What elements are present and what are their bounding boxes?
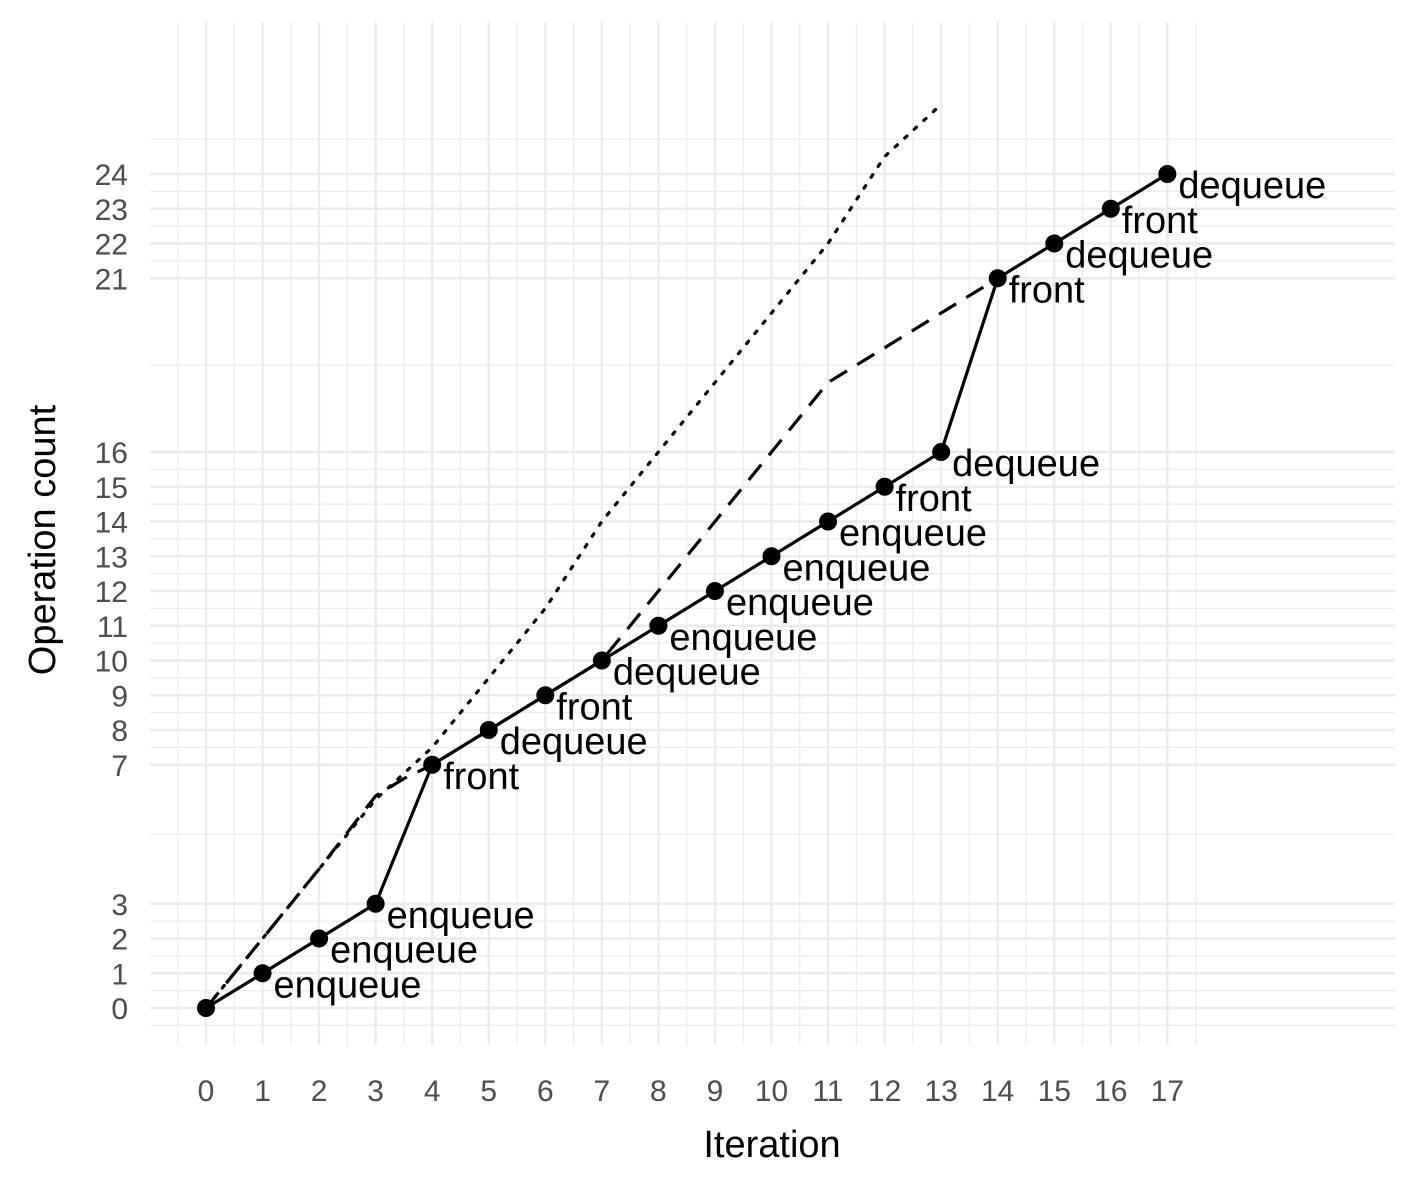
x-tick-label: 5 (480, 1075, 497, 1108)
point-label: enqueue (839, 513, 987, 555)
data-points (197, 165, 1177, 1017)
point-label: dequeue (500, 721, 648, 763)
point-label: front (1122, 200, 1198, 242)
x-axis-title: Iteration (703, 1124, 840, 1166)
x-tick-label: 6 (537, 1075, 554, 1108)
data-point (366, 894, 385, 913)
x-tick-label: 10 (755, 1075, 788, 1108)
y-tick-label: 13 (95, 541, 128, 574)
major-gridlines (150, 22, 1395, 1045)
point-label: enqueue (783, 547, 931, 589)
series-layer (204, 102, 1169, 1010)
x-tick-label: 1 (254, 1075, 271, 1108)
data-point (423, 755, 442, 774)
y-tick-label: 22 (95, 229, 128, 262)
y-tick-label: 14 (95, 507, 128, 540)
x-tick-label: 2 (311, 1075, 328, 1108)
x-tick-label: 8 (650, 1075, 667, 1108)
data-point (1101, 199, 1120, 218)
data-point (819, 512, 838, 531)
series-line-solid (205, 172, 1169, 1010)
data-point (197, 999, 215, 1017)
data-point (479, 721, 498, 739)
data-point (592, 651, 611, 670)
y-tick-label: 24 (95, 159, 128, 192)
data-point (1045, 234, 1064, 253)
x-tick-label: 4 (424, 1075, 441, 1108)
y-tick-label: 0 (111, 993, 128, 1026)
point-label: enqueue (669, 617, 817, 659)
x-tick-label: 11 (812, 1075, 843, 1108)
data-point (536, 686, 555, 705)
y-tick-label: 7 (111, 750, 128, 783)
x-tick-label: 3 (367, 1075, 384, 1108)
x-tick-label: 7 (594, 1075, 611, 1108)
y-tick-label: 2 (111, 924, 128, 957)
x-tick-label: 15 (1038, 1075, 1071, 1108)
data-point (1158, 165, 1177, 183)
point-label: front (896, 478, 972, 520)
data-point (932, 443, 951, 461)
y-tick-label: 12 (95, 576, 128, 609)
point-label: dequeue (1065, 235, 1213, 277)
y-tick-label: 9 (111, 680, 128, 713)
x-tick-label: 9 (707, 1075, 724, 1108)
data-point (988, 269, 1007, 288)
y-tick-label: 11 (97, 611, 128, 644)
point-label: enqueue (330, 930, 478, 972)
x-axis-ticks: 0 1 2 3 4 5 6 7 8 9 10 11 12 13 14 15 16 17 (198, 1075, 1184, 1108)
y-tick-label: 10 (95, 646, 128, 679)
y-tick-label: 21 (95, 263, 128, 296)
point-label: dequeue (952, 443, 1100, 485)
x-tick-label: 17 (1151, 1075, 1184, 1108)
y-tick-label: 8 (111, 715, 128, 748)
x-tick-label: 13 (924, 1075, 957, 1108)
point-label: enqueue (726, 582, 874, 624)
point-label: enqueue (274, 964, 422, 1006)
data-point (253, 964, 272, 983)
point-label: dequeue (613, 652, 761, 694)
y-tick-label: 23 (95, 194, 128, 227)
x-tick-label: 16 (1094, 1075, 1127, 1108)
point-label: front (1009, 269, 1085, 311)
point-label: front (556, 686, 632, 728)
data-point (762, 547, 781, 566)
series-line-dashed (204, 276, 999, 1010)
y-tick-label: 16 (95, 437, 128, 470)
point-label: dequeue (1178, 165, 1326, 207)
data-point (649, 616, 668, 635)
x-tick-label: 0 (198, 1075, 215, 1108)
point-label: enqueue (387, 895, 535, 937)
y-tick-label: 1 (111, 958, 128, 991)
x-tick-label: 12 (868, 1075, 901, 1108)
series-line-dotted (204, 102, 943, 1010)
data-point (875, 477, 894, 496)
point-labels: enqueueenqueueenqueuefrontdequeuefrontde… (274, 165, 1327, 1006)
point-label: front (443, 756, 519, 798)
x-tick-label: 14 (981, 1075, 1014, 1108)
data-point (310, 929, 329, 948)
data-point (705, 582, 724, 600)
y-tick-label: 3 (111, 889, 128, 922)
y-axis-title: Operation count (22, 404, 64, 675)
y-tick-label: 15 (95, 472, 128, 505)
